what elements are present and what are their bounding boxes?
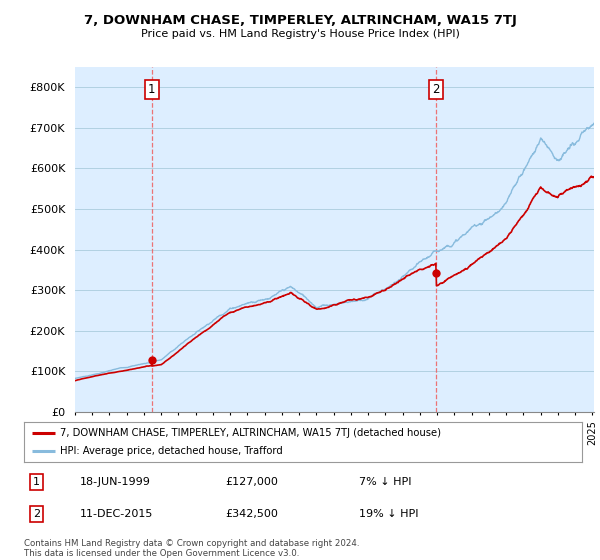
Text: 7% ↓ HPI: 7% ↓ HPI: [359, 477, 412, 487]
Text: 1: 1: [33, 477, 40, 487]
Text: 11-DEC-2015: 11-DEC-2015: [80, 509, 153, 519]
Text: 1: 1: [148, 83, 155, 96]
Text: £127,000: £127,000: [225, 477, 278, 487]
Text: HPI: Average price, detached house, Trafford: HPI: Average price, detached house, Traf…: [60, 446, 283, 456]
Text: 2: 2: [433, 83, 440, 96]
Text: Price paid vs. HM Land Registry's House Price Index (HPI): Price paid vs. HM Land Registry's House …: [140, 29, 460, 39]
Text: 2: 2: [33, 509, 40, 519]
Text: 7, DOWNHAM CHASE, TIMPERLEY, ALTRINCHAM, WA15 7TJ (detached house): 7, DOWNHAM CHASE, TIMPERLEY, ALTRINCHAM,…: [60, 428, 441, 437]
Text: 18-JUN-1999: 18-JUN-1999: [80, 477, 151, 487]
Text: 19% ↓ HPI: 19% ↓ HPI: [359, 509, 418, 519]
Text: 7, DOWNHAM CHASE, TIMPERLEY, ALTRINCHAM, WA15 7TJ: 7, DOWNHAM CHASE, TIMPERLEY, ALTRINCHAM,…: [83, 14, 517, 27]
Text: £342,500: £342,500: [225, 509, 278, 519]
Text: Contains HM Land Registry data © Crown copyright and database right 2024.
This d: Contains HM Land Registry data © Crown c…: [24, 539, 359, 558]
